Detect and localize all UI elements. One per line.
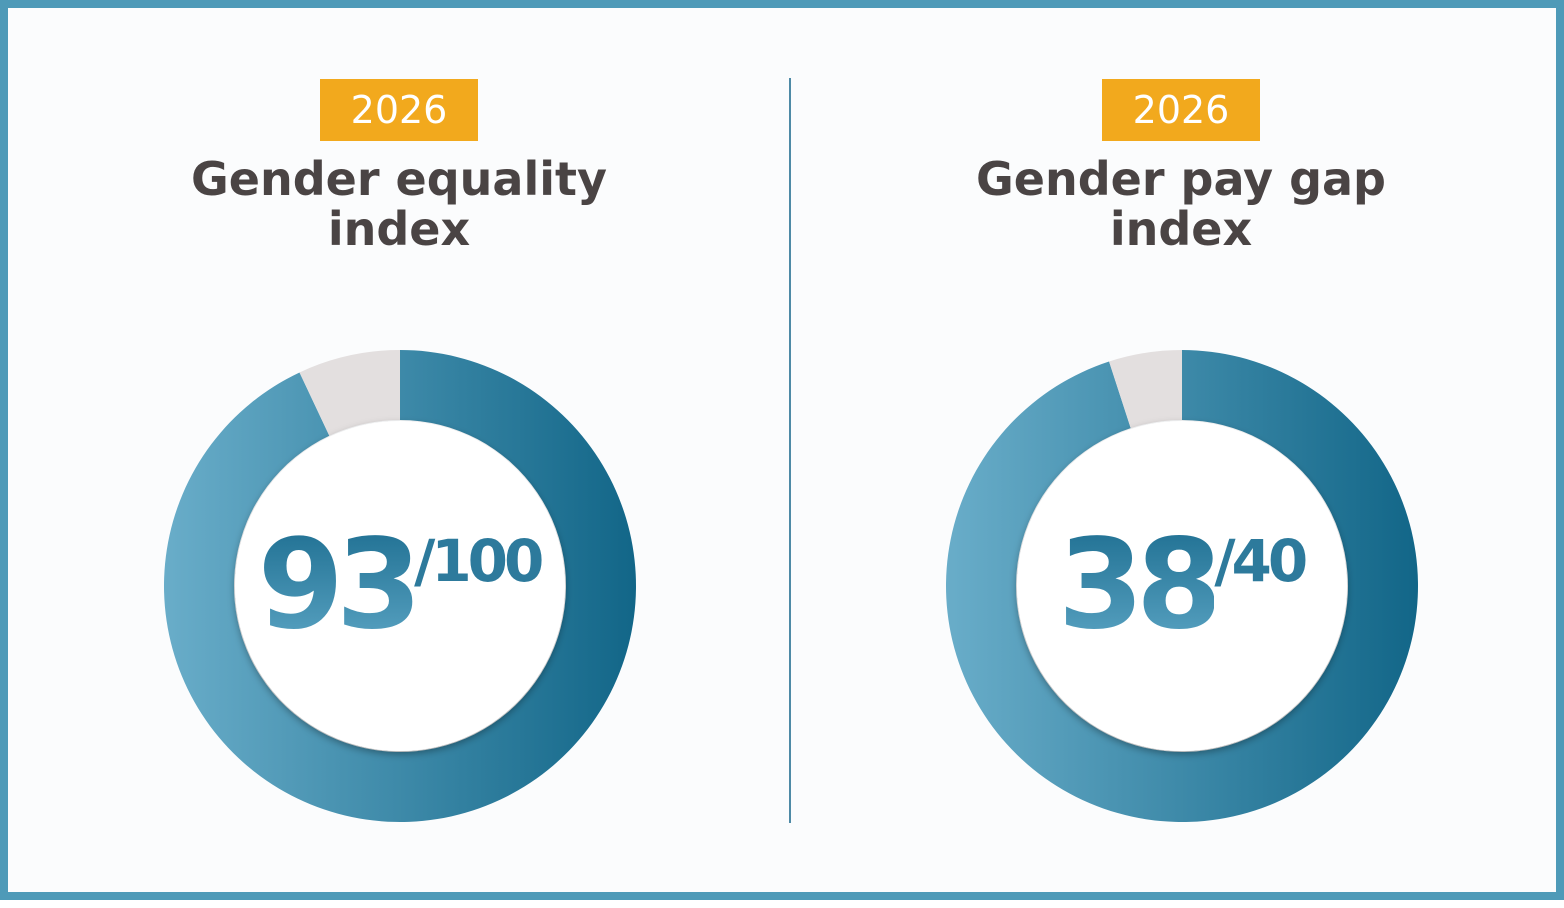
panel-title-line-1: Gender pay gap xyxy=(976,152,1386,206)
year-badge: 2026 xyxy=(320,79,478,141)
score-readout: 93/100 xyxy=(8,513,790,657)
panel-gender-pay-gap-index: 2026 Gender pay gap index 38/40 xyxy=(790,8,1564,908)
year-badge: 2026 xyxy=(1102,79,1260,141)
panel-title-line-1: Gender equality xyxy=(191,152,607,206)
donut-center xyxy=(235,421,565,751)
donut-segment-score xyxy=(163,350,636,822)
score-max: /40 xyxy=(1214,527,1308,595)
donut-chart-gender-pay-gap xyxy=(945,350,1418,822)
panel-title: Gender equality index xyxy=(8,154,790,254)
panel-title: Gender pay gap index xyxy=(790,154,1564,254)
panel-title-line-2: index xyxy=(327,202,471,256)
donut-segment-remainder xyxy=(299,350,400,436)
donut-segment-remainder xyxy=(1109,350,1182,429)
score-max: /100 xyxy=(414,527,544,595)
donut-segment-score xyxy=(945,350,1418,822)
donut-center xyxy=(1017,421,1347,751)
score-readout: 38/40 xyxy=(790,513,1564,657)
donut-chart-gender-equality xyxy=(163,350,636,822)
score-value: 93 xyxy=(257,513,423,657)
panel-title-line-2: index xyxy=(1109,202,1253,256)
score-value: 38 xyxy=(1057,513,1223,657)
panel-divider xyxy=(789,78,791,823)
panel-gender-equality-index: 2026 Gender equality index 93/100 xyxy=(8,8,790,908)
